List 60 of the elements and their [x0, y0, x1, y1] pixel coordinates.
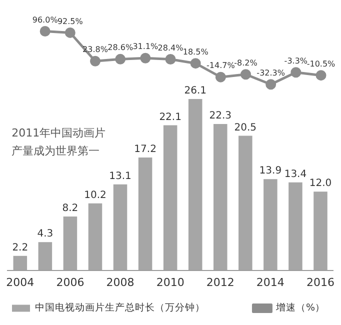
data-label: -8.2% — [234, 58, 258, 68]
data-label: 28.6% — [108, 43, 134, 52]
x-tick-label: 2008 — [106, 276, 134, 289]
bar — [288, 182, 302, 270]
point — [64, 27, 76, 38]
bar — [314, 192, 328, 270]
data-label: 20.5 — [234, 122, 257, 134]
data-label: 92.5% — [57, 16, 84, 26]
bar — [38, 242, 52, 270]
data-label: -14.7% — [206, 61, 236, 70]
x-tick-label: 2012 — [206, 276, 234, 289]
point — [40, 26, 50, 36]
data-label: 22.3 — [209, 110, 232, 122]
point — [140, 52, 151, 64]
point — [115, 54, 126, 64]
data-label: -10.5% — [306, 59, 336, 68]
bar — [213, 124, 228, 270]
bar — [238, 136, 252, 270]
data-label: 10.2 — [84, 190, 106, 201]
point — [190, 58, 201, 69]
data-label: 17.2 — [134, 144, 156, 156]
annotation: 产量成为世界第一 — [12, 144, 100, 158]
data-label: 28.4% — [158, 43, 184, 52]
x-tick-label: 2014 — [256, 276, 284, 289]
data-label: 8.2 — [62, 203, 78, 214]
point — [165, 54, 176, 64]
data-label: 22.1 — [159, 112, 182, 123]
legend-label: 中国电视动画片生产总时长（万分钟） — [34, 302, 205, 314]
bar — [63, 216, 78, 270]
point — [316, 70, 326, 81]
point — [90, 56, 100, 66]
x-tick-label: 2004 — [6, 276, 34, 289]
point — [266, 79, 276, 90]
x-tick-label: 2010 — [156, 276, 184, 289]
annotation: 2011年中国动画片 — [12, 126, 106, 140]
data-label: -3.3% — [284, 56, 308, 66]
legend-label: 增速（%） — [274, 302, 326, 314]
data-label: 2.2 — [12, 242, 28, 254]
data-label: 18.5% — [182, 47, 209, 56]
data-label: 96.0% — [32, 15, 58, 24]
bar — [113, 184, 128, 270]
data-label: 31.1% — [132, 42, 159, 52]
bar — [188, 99, 202, 270]
bar — [13, 256, 28, 270]
data-label: -32.3% — [256, 68, 286, 78]
data-label: 13.9 — [259, 166, 282, 177]
data-label: 13.4 — [284, 168, 307, 180]
data-label: 13.1 — [109, 170, 132, 182]
data-label: 26.1 — [184, 86, 206, 97]
point — [290, 67, 302, 78]
point — [215, 72, 226, 82]
bar — [264, 179, 278, 270]
data-label: 4.3 — [37, 228, 54, 240]
bar — [163, 125, 178, 270]
x-tick-label: 2016 — [306, 276, 334, 289]
data-label: 12.0 — [309, 178, 332, 190]
bar — [138, 157, 152, 270]
x-tick-label: 2006 — [56, 276, 84, 289]
point — [240, 69, 251, 80]
bar — [88, 203, 102, 270]
